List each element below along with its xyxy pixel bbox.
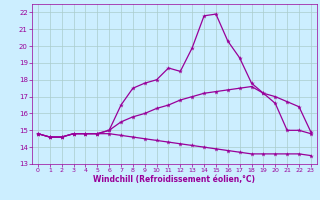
X-axis label: Windchill (Refroidissement éolien,°C): Windchill (Refroidissement éolien,°C) [93,175,255,184]
